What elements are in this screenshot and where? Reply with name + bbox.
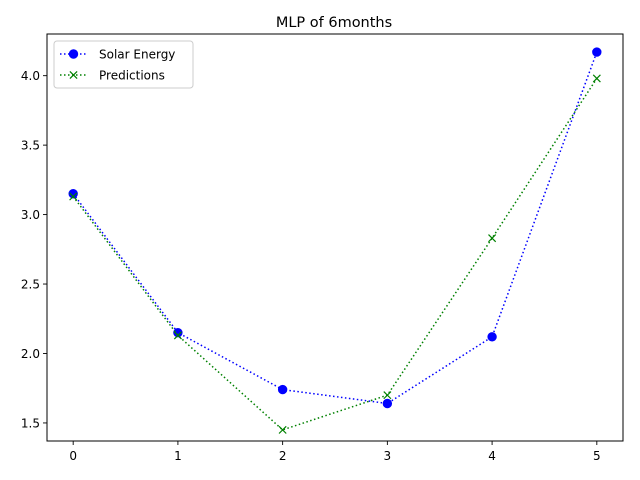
axes-layer: 0 1 2 3 4 5 1.5 2.0 2.5 3.0 3.5 4.0: [21, 33, 624, 463]
legend-entry-solar-energy: Solar Energy: [60, 48, 175, 62]
y-tick-label: 3.0: [21, 208, 40, 222]
data-point-predictions-1-stroke-b: [173, 331, 182, 340]
data-point-solar-energy-4: [487, 332, 497, 342]
legend-box: [53, 40, 194, 89]
data-point-predictions-4-stroke-b: [488, 234, 497, 243]
data-point-predictions-5: [592, 74, 601, 83]
y-tick-label: 1.5: [21, 416, 40, 430]
data-point-solar-energy-3: [382, 398, 393, 409]
x-tick-label: 3: [384, 449, 392, 463]
legend: Solar Energy Predictions: [53, 40, 194, 89]
y-tick-label: 4.0: [21, 69, 40, 83]
data-point-predictions-0: [69, 192, 78, 201]
x-tick-label: 2: [279, 449, 287, 463]
x-tick-label: 5: [593, 449, 601, 463]
legend-entry-predictions: Predictions: [60, 69, 165, 83]
series-line-predictions: [72, 78, 598, 431]
data-point-predictions-3-stroke-b: [383, 391, 392, 400]
legend-label-solar-energy: Solar Energy: [99, 48, 175, 62]
data-point-solar-energy-5: [592, 47, 602, 57]
x-tick-label: 1: [174, 449, 182, 463]
data-point-predictions-2: [278, 425, 287, 434]
x-tick-label: 4: [488, 449, 496, 463]
legend-marker-predictions-stroke-b: [69, 70, 78, 80]
data-point-solar-energy-2: [277, 384, 288, 395]
data-point-predictions-5-stroke-b: [592, 74, 601, 83]
data-point-solar-energy-1: [173, 327, 183, 338]
data-point-predictions-3: [383, 391, 392, 400]
data-point-solar-energy-0: [68, 189, 78, 199]
series-line-solar-energy: [72, 51, 598, 405]
y-tick-label: 3.5: [21, 139, 40, 153]
data-point-predictions-0-stroke-b: [69, 192, 78, 201]
data-point-predictions-1: [173, 331, 182, 340]
chart-title: MLP of 6months: [276, 15, 392, 31]
plot-frame: [46, 33, 624, 442]
legend-label-predictions: Predictions: [99, 69, 165, 83]
legend-marker-solar-energy: [68, 49, 79, 59]
y-tick-label: 2.0: [21, 347, 40, 361]
data-point-predictions-4: [488, 234, 497, 243]
y-tick-label: 2.5: [21, 278, 40, 292]
legend-marker-predictions: [69, 70, 78, 80]
x-tick-label: 0: [69, 449, 77, 463]
series-layer: [68, 47, 602, 434]
data-point-predictions-2-stroke-b: [278, 425, 287, 434]
